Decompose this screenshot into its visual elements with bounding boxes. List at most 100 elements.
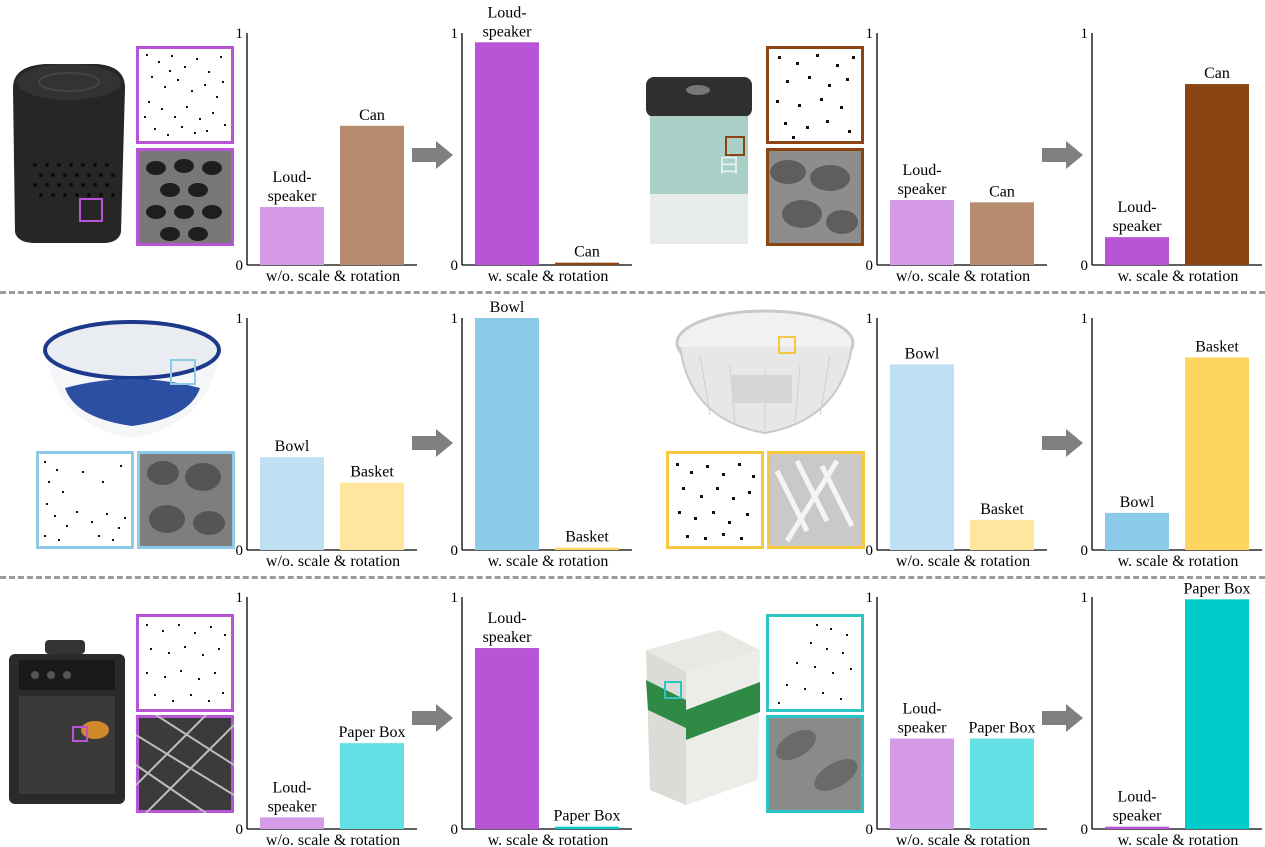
bar-chart-5: 0 1 w/o. scale & rotation Bowl Basket: [236, 311, 417, 570]
right-arrow-icon: [412, 429, 453, 457]
x-axis-label: w. scale & rotation: [488, 268, 609, 285]
bar-chart-1: 0 1 w/o. scale & rotation Loud-speaker Can: [236, 26, 417, 285]
y-tick-label: 0: [236, 543, 244, 559]
texture-patch: [136, 148, 234, 246]
x-axis-label: w/o. scale & rotation: [266, 832, 400, 847]
bar-data-label: Basket: [350, 464, 394, 481]
bar-basket: [970, 519, 1034, 550]
bar-loudspeaker: [475, 648, 539, 829]
bar-data-label: Loud-speaker: [1113, 789, 1163, 825]
y-tick-label: 0: [866, 258, 874, 274]
bar-paperbox: [340, 743, 404, 829]
bowl-photo: [43, 320, 221, 438]
bar-data-label: Loud-speaker: [483, 610, 533, 646]
sparse-keypoints-patch: [36, 451, 134, 549]
right-arrow-icon: [1042, 141, 1083, 169]
bar-loudspeaker: [1105, 826, 1169, 829]
sparse-keypoints-patch: [136, 46, 234, 144]
bar-can: [340, 125, 404, 265]
bar-data-label: Paper Box: [338, 724, 405, 741]
bar-loudspeaker: [475, 42, 539, 265]
basket-photo: [675, 309, 855, 435]
x-axis-label: w. scale & rotation: [488, 553, 609, 570]
y-tick-label: 1: [451, 311, 459, 327]
bar-chart-7: 0 1 w/o. scale & rotation Bowl Basket: [866, 311, 1047, 570]
bar-loudspeaker: [1105, 237, 1169, 265]
y-tick-label: 1: [236, 311, 244, 327]
y-tick-label: 0: [866, 543, 874, 559]
sparse-keypoints-patch: [666, 451, 764, 549]
bar-loudspeaker: [890, 200, 954, 265]
bar-can: [970, 202, 1034, 265]
bar-loudspeaker: [260, 817, 324, 829]
x-axis-label: w. scale & rotation: [1118, 268, 1239, 285]
right-arrow-icon: [412, 141, 453, 169]
y-tick-label: 1: [866, 311, 874, 327]
y-tick-label: 0: [451, 543, 459, 559]
paper-box-photo: [646, 630, 760, 805]
bar-chart-3: 0 1 w/o. scale & rotation Loud-speaker Can: [866, 26, 1047, 285]
tea-can-photo: 白: [646, 77, 752, 244]
bar-bowl: [260, 457, 324, 550]
y-tick-label: 0: [451, 258, 459, 274]
texture-patch: [137, 451, 235, 549]
bar-paperbox: [970, 738, 1034, 829]
bar-basket: [340, 482, 404, 550]
y-tick-label: 1: [1081, 311, 1089, 327]
sparse-keypoints-patch: [766, 46, 864, 144]
bar-basket: [1185, 357, 1249, 550]
bar-data-label: Can: [989, 183, 1015, 200]
bar-chart-6: 0 1 w. scale & rotation Bowl Basket: [451, 299, 632, 570]
right-arrow-icon: [412, 704, 453, 732]
bar-data-label: Loud-speaker: [268, 779, 318, 815]
bar-data-label: Paper Box: [1183, 580, 1250, 597]
texture-patch: [766, 148, 864, 246]
bar-chart-4: 0 1 w. scale & rotation Loud-speaker Can: [1081, 26, 1262, 285]
x-axis-label: w/o. scale & rotation: [896, 553, 1030, 570]
y-tick-label: 1: [451, 26, 459, 42]
bar-data-label: Basket: [565, 529, 609, 546]
row-separator-2: [0, 576, 1265, 579]
texture-patch: [767, 451, 865, 549]
bar-loudspeaker: [260, 207, 324, 265]
loudspeaker-photo: [13, 64, 125, 243]
bar-paperbox: [555, 826, 619, 829]
bar-data-label: Basket: [980, 501, 1024, 518]
sparse-keypoints-patch: [136, 614, 234, 712]
bar-chart-10: 0 1 w. scale & rotation Loud-speaker Paper B…: [451, 590, 632, 847]
x-axis-label: w. scale & rotation: [1118, 553, 1239, 570]
right-arrow-icon: [1042, 704, 1083, 732]
bar-chart-2: 0 1 w. scale & rotation Loud-speaker Can: [451, 4, 632, 285]
bar-paperbox: [1185, 599, 1249, 829]
y-tick-label: 0: [866, 822, 874, 838]
bar-data-label: Basket: [1195, 338, 1239, 355]
y-tick-label: 1: [236, 26, 244, 42]
bar-data-label: Can: [359, 107, 385, 124]
bar-data-label: Loud-speaker: [1113, 199, 1163, 235]
x-axis-label: w. scale & rotation: [1118, 832, 1239, 847]
bar-bowl: [475, 318, 539, 550]
y-tick-label: 1: [866, 590, 874, 606]
bar-data-label: Bowl: [1120, 494, 1155, 511]
bar-data-label: Paper Box: [968, 720, 1035, 737]
bar-chart-12: 0 1 w. scale & rotation Loud-speaker Paper B…: [1081, 580, 1262, 847]
y-tick-label: 1: [1081, 590, 1089, 606]
x-axis-label: w/o. scale & rotation: [266, 268, 400, 285]
bar-can: [555, 262, 619, 265]
bar-data-label: Can: [574, 244, 600, 261]
bar-bowl: [890, 364, 954, 550]
bar-data-label: Bowl: [490, 299, 525, 316]
bar-loudspeaker: [890, 738, 954, 829]
y-tick-label: 0: [236, 822, 244, 838]
row-separator-1: [0, 291, 1265, 294]
y-tick-label: 0: [1081, 258, 1089, 274]
bar-data-label: Paper Box: [553, 808, 620, 825]
x-axis-label: w. scale & rotation: [488, 832, 609, 847]
sparse-keypoints-patch: [766, 614, 864, 712]
y-tick-label: 0: [1081, 822, 1089, 838]
y-tick-label: 0: [451, 822, 459, 838]
bar-data-label: Loud-speaker: [268, 169, 318, 205]
y-tick-label: 1: [1081, 26, 1089, 42]
y-tick-label: 1: [451, 590, 459, 606]
